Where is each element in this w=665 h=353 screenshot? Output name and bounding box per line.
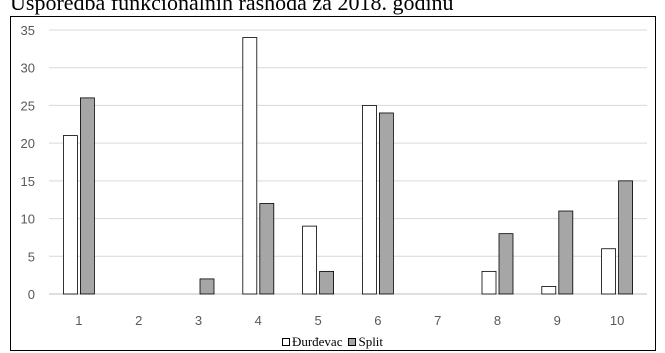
bar-durdevac-5 [302,225,318,295]
x-tick-label: 9 [554,313,561,328]
y-tick-label: 15 [21,174,35,189]
bar-durdevac-9 [541,286,557,295]
legend-item-durdevac: Đurđevac [281,334,343,350]
x-tick-label: 8 [494,313,501,328]
bar-split-5 [319,270,335,295]
x-tick-label: 2 [135,313,142,328]
legend-swatch-durdevac [281,338,290,346]
legend-item-split: Split [348,334,383,350]
bar-durdevac-8 [481,270,497,295]
x-tick-label: 10 [610,313,624,328]
chart-legend: Đurđevac Split [0,333,665,351]
x-tick-label: 5 [314,313,321,328]
y-tick-label: 20 [21,136,35,151]
x-tick-label: 1 [75,313,82,328]
bar-durdevac-4 [242,37,258,295]
bar-durdevac-1 [63,135,78,295]
bar-split-1 [80,97,95,295]
y-tick-label: 5 [28,249,35,264]
x-tick-label: 3 [195,313,202,328]
x-tick-label: 6 [374,313,381,328]
bar-split-10 [618,180,633,295]
y-tick-label: 25 [21,98,35,113]
y-tick-label: 35 [21,23,35,38]
legend-label-split: Split [358,334,384,349]
y-tick-label: 0 [28,287,35,302]
bar-split-6 [378,112,394,295]
bar-split-4 [259,203,275,295]
y-tick-label: 30 [21,61,35,76]
bar-durdevac-6 [361,105,377,295]
bar-split-9 [558,210,574,295]
x-tick-label: 7 [434,313,441,328]
legend-label-durdevac: Đurđevac [291,334,343,349]
x-tick-label: 4 [255,313,262,328]
chart-frame [10,16,656,351]
chart-title: Usporedba funkcionalnih rashoda za 2018.… [10,0,454,15]
bar-split-3 [199,278,215,295]
bar-durdevac-10 [601,248,616,295]
y-tick-label: 10 [21,212,35,227]
legend-swatch-split [348,338,357,346]
bar-split-8 [498,233,514,295]
